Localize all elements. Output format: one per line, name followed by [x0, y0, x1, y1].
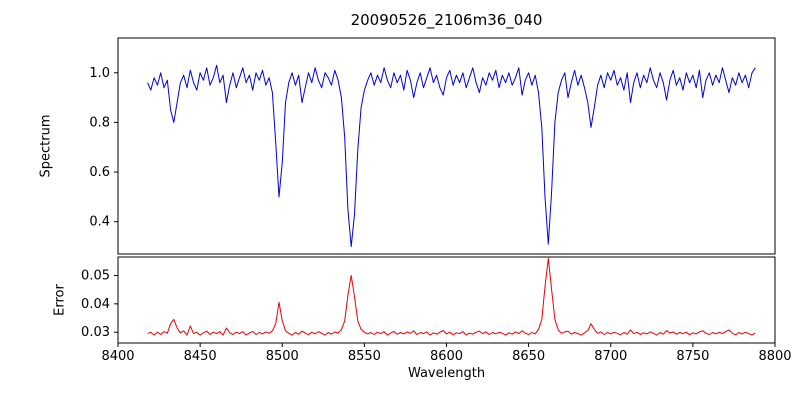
error-y-tick-label: 0.03	[81, 325, 110, 340]
x-tick-label: 8800	[758, 349, 791, 364]
spectrum-y-tick-label: 1.0	[89, 66, 110, 81]
x-tick-label: 8750	[676, 349, 709, 364]
x-tick-label: 8500	[266, 349, 299, 364]
error-y-tick-label: 0.04	[81, 297, 110, 312]
error-line	[147, 257, 756, 336]
x-tick-label: 8450	[184, 349, 217, 364]
spectrum-line	[147, 64, 756, 248]
spectrum-y-tick-label: 0.8	[89, 115, 110, 130]
x-tick-label: 8650	[512, 349, 545, 364]
spectrum-y-tick-label: 0.6	[89, 165, 110, 180]
spectrum-y-tick-label: 0.4	[89, 215, 110, 230]
chart-title: 20090526_2106m36_040	[350, 11, 543, 29]
x-tick-label: 8700	[594, 349, 627, 364]
error-panel-frame	[117, 256, 776, 344]
x-axis-label: Wavelength	[407, 366, 486, 381]
x-tick-label: 8550	[348, 349, 381, 364]
x-tick-label: 8400	[101, 349, 134, 364]
spectrum-panel-frame	[117, 37, 776, 255]
error-y-tick-label: 0.05	[81, 268, 110, 283]
x-tick-label: 8600	[430, 349, 463, 364]
